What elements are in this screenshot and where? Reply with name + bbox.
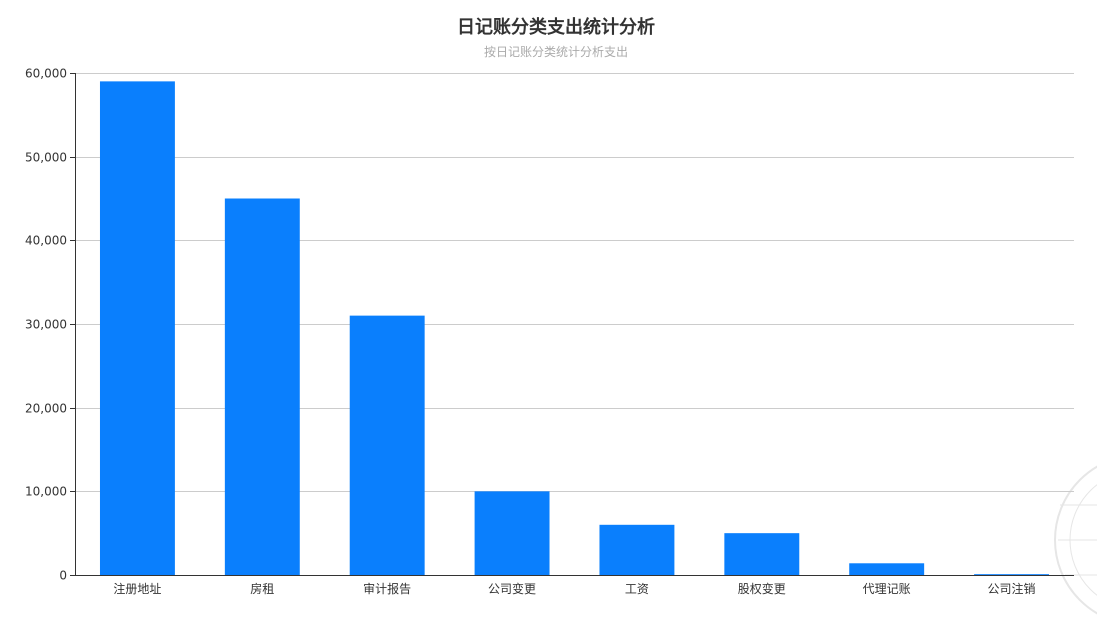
y-tick-label: 20,000 bbox=[25, 402, 67, 416]
bar[interactable] bbox=[724, 533, 800, 575]
y-tick-labels: 0 10,000 20,000 30,000 40,000 50,000 60,000 bbox=[25, 67, 67, 583]
chart-subtitle: 按日记账分类统计分析支出 bbox=[484, 45, 628, 59]
watermark-globe bbox=[1054, 465, 1097, 615]
x-tick-labels: 注册地址 房租 审计报告 公司变更 工资 股权变更 代理记账 公司注销 bbox=[113, 581, 1035, 596]
y-tick-label: 0 bbox=[59, 569, 67, 583]
x-tick-label: 审计报告 bbox=[363, 581, 411, 596]
bar[interactable] bbox=[974, 574, 1050, 576]
y-tick-label: 10,000 bbox=[25, 485, 67, 499]
x-tick-label: 代理记账 bbox=[863, 582, 911, 596]
bars bbox=[99, 81, 1050, 576]
x-tick-label: 公司注销 bbox=[988, 581, 1036, 596]
y-tick-label: 40,000 bbox=[25, 234, 67, 248]
y-tick-label: 60,000 bbox=[25, 67, 67, 81]
bar[interactable] bbox=[99, 81, 175, 575]
y-tick-label: 30,000 bbox=[25, 318, 67, 332]
bar[interactable] bbox=[349, 315, 425, 575]
bar[interactable] bbox=[599, 524, 675, 575]
bar[interactable] bbox=[224, 198, 300, 576]
x-tick-label: 工资 bbox=[625, 582, 649, 596]
x-tick-label: 公司变更 bbox=[488, 581, 536, 596]
x-tick-label: 注册地址 bbox=[113, 581, 161, 596]
gridlines bbox=[70, 73, 1074, 576]
x-tick-label: 股权变更 bbox=[738, 581, 786, 596]
chart-title: 日记账分类支出统计分析 bbox=[457, 16, 655, 38]
bar[interactable] bbox=[849, 563, 925, 575]
y-tick-label: 50,000 bbox=[25, 151, 67, 165]
axes bbox=[75, 73, 1074, 576]
bar[interactable] bbox=[474, 491, 550, 575]
x-tick-label: 房租 bbox=[250, 581, 274, 596]
